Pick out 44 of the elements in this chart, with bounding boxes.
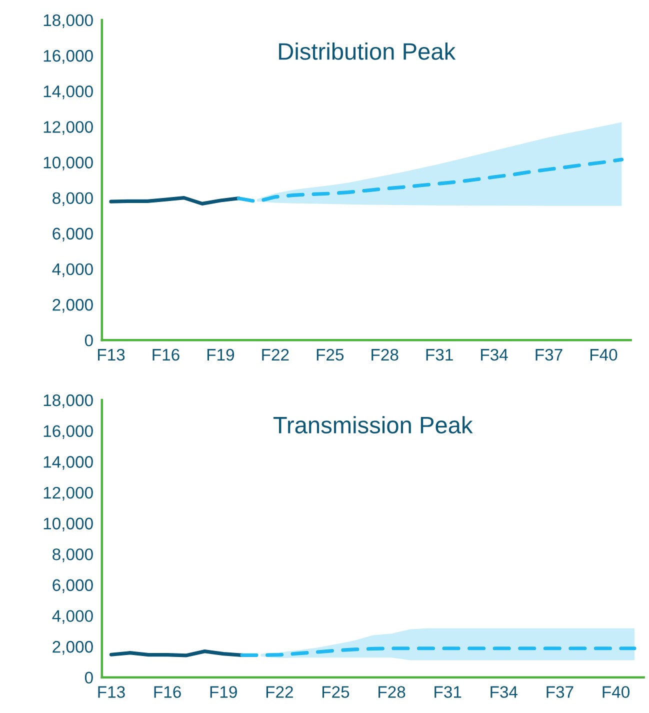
text: Transmission Peak	[273, 416, 473, 434]
y-tick-label: 14,000	[44, 456, 93, 470]
y-tick-label: 0	[84, 672, 93, 684]
x-tick-label: F25	[316, 348, 344, 361]
y-tick-label: 12,000	[44, 121, 93, 135]
y-tick-label: 18,000	[44, 394, 93, 408]
x-tick-label: F28	[372, 348, 398, 361]
x-tick-label: F16	[152, 348, 180, 361]
x-tick-label: F34	[490, 686, 518, 698]
y-tick-label: 8,000	[52, 192, 93, 206]
y-tick-label: 10,000	[44, 156, 93, 170]
y-tick-label: 10,000	[44, 518, 93, 532]
x-tick-label: F19	[207, 348, 234, 361]
y-tick-label: 14,000	[44, 86, 93, 100]
x-tick-label: F16	[154, 686, 181, 698]
x-tick-label: F13	[98, 348, 125, 361]
y-tick-label: 12,000	[44, 486, 93, 501]
y-tick-label: 6,000	[52, 579, 93, 594]
y-tick-label: 0	[84, 334, 93, 346]
x-tick-label: F40	[602, 686, 630, 698]
y-tick-label: 4,000	[52, 263, 93, 278]
y-tick-label: 6,000	[52, 228, 93, 242]
x-tick-label: F28	[378, 686, 406, 698]
y-tick-label: 18,000	[44, 14, 93, 28]
text: Distribution Peak	[279, 42, 456, 60]
y-tick-label: 4,000	[52, 610, 93, 624]
x-tick-label: F40	[590, 348, 618, 361]
x-tick-label: F37	[546, 686, 574, 698]
x-tick-label: F31	[426, 348, 453, 361]
x-tick-label: F37	[536, 348, 562, 361]
x-tick-label: F31	[434, 686, 462, 698]
x-tick-label: F22	[262, 348, 289, 361]
y-tick-label: 16,000	[44, 425, 93, 439]
y-tick-label: 16,000	[44, 50, 93, 64]
x-tick-label: F34	[481, 348, 508, 361]
x-tick-label: F19	[210, 686, 237, 698]
x-tick-label: F13	[98, 686, 125, 698]
line-series	[236, 158, 624, 204]
y-tick-label: 2,000	[52, 640, 93, 655]
y-tick-label: 2,000	[52, 298, 93, 313]
y-tick-label: 8,000	[52, 548, 93, 562]
line-series	[240, 646, 636, 657]
x-tick-label: F25	[322, 686, 350, 698]
x-tick-label: F22	[266, 686, 293, 698]
